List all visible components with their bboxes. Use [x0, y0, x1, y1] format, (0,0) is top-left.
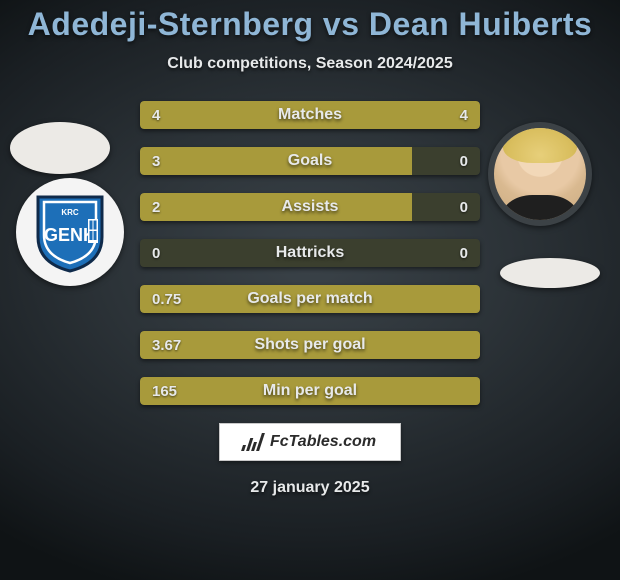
stat-row: 00Hattricks	[140, 239, 480, 267]
player1-avatar-placeholder	[10, 122, 110, 174]
stat-label: Hattricks	[140, 239, 480, 267]
player2-avatar	[488, 122, 592, 226]
stats-table: 44Matches 30Goals 20Assists 00Hattricks 0.75…	[140, 101, 480, 405]
genk-subtext: KRC	[61, 208, 79, 217]
genk-shield-icon: KRC GENK	[34, 191, 106, 273]
stat-row: 165Min per goal	[140, 377, 480, 405]
stat-label: Goals per match	[140, 285, 480, 313]
player2-club-placeholder	[500, 258, 600, 288]
logo-text: FcTables.com	[270, 433, 376, 451]
player1-club-badge: KRC GENK	[16, 178, 124, 286]
site-logo: FcTables.com	[219, 423, 401, 461]
chart-bars-icon	[241, 433, 265, 451]
subtitle: Club competitions, Season 2024/2025	[0, 55, 620, 73]
stat-label: Min per goal	[140, 377, 480, 405]
stat-row: 3.67Shots per goal	[140, 331, 480, 359]
player2-face-icon	[494, 128, 586, 220]
stat-label: Matches	[140, 101, 480, 129]
stat-row: 0.75Goals per match	[140, 285, 480, 313]
stat-row: 44Matches	[140, 101, 480, 129]
page-title: Adedeji-Sternberg vs Dean Huiberts	[0, 0, 620, 43]
date-label: 27 january 2025	[0, 479, 620, 497]
stat-label: Assists	[140, 193, 480, 221]
stat-label: Shots per goal	[140, 331, 480, 359]
stat-label: Goals	[140, 147, 480, 175]
stat-row: 20Assists	[140, 193, 480, 221]
stat-row: 30Goals	[140, 147, 480, 175]
